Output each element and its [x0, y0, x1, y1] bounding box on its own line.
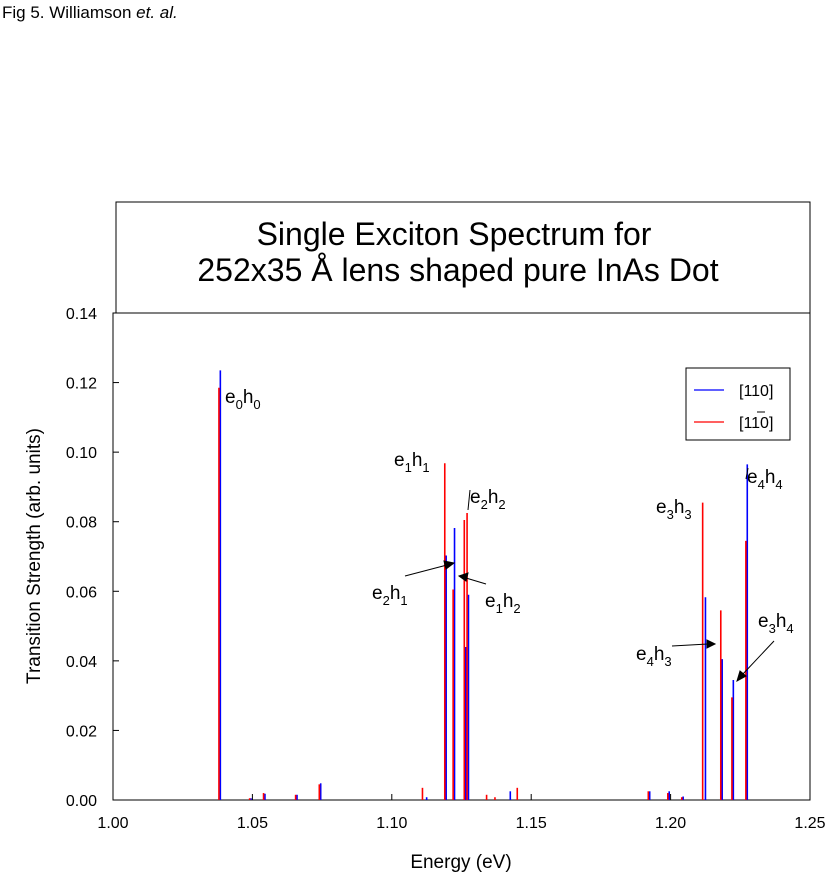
- annotation-e3h3: e3h3: [656, 497, 692, 522]
- legend-label-110: [110]: [739, 383, 773, 400]
- arrow-e2h1-head: [443, 560, 456, 570]
- annotation-e0h0: e0h0: [225, 387, 261, 412]
- bars-layer: [218, 370, 749, 800]
- arrow-e1h2-head: [457, 572, 469, 582]
- annotation-e2h2: e2h2: [470, 487, 506, 512]
- y-axis-title: Transition Strength (arb. units): [24, 428, 45, 684]
- y-tick-label: 0.10: [66, 445, 97, 462]
- annotation-e3h4: e3h4: [758, 611, 794, 636]
- arrow-e3h4-head: [736, 670, 747, 683]
- caption-prefix: Fig 5. Williamson: [2, 3, 137, 22]
- y-tick-label: 0.14: [66, 306, 97, 323]
- x-axis-title: Energy (eV): [410, 852, 511, 873]
- chart-title-line-1: Single Exciton Spectrum for: [257, 216, 652, 252]
- x-tick-label: 1.15: [516, 815, 547, 832]
- arrow-e4h3: [671, 643, 709, 647]
- arrow-e4h3-head: [706, 639, 717, 649]
- x-tick-label: 1.00: [97, 815, 128, 832]
- leader-e4h4: [745, 467, 749, 480]
- annotation-e1h1: e1h1: [394, 450, 430, 475]
- leader-e2h2: [467, 489, 471, 511]
- arrow-e2h1: [404, 564, 448, 577]
- legend: [110] [110]: [685, 367, 791, 441]
- y-tick-label: 0.08: [66, 515, 97, 532]
- annotations: e0h0 e1h1 e2h2 e2h1 e1h2 e3h3 e4h4 e4h3 …: [225, 387, 794, 683]
- y-tick-label: 0.00: [66, 793, 97, 810]
- arrow-e3h4: [741, 640, 775, 676]
- y-tick-label: 0.12: [66, 376, 97, 393]
- annotation-arrows: [404, 467, 775, 683]
- chart-title-line-2: 252x35 Å lens shaped pure InAs Dot: [197, 252, 718, 288]
- legend-box: [685, 367, 791, 441]
- x-tick-label: 1.05: [237, 815, 268, 832]
- annotation-e4h4: e4h4: [747, 467, 783, 492]
- ticks-layer: 1.00 1.05 1.10 1.15 1.20 1.25 0.00 0.02 0.04 0.06…: [66, 306, 826, 832]
- x-tick-label: 1.10: [376, 815, 407, 832]
- x-tick-label: 1.25: [794, 815, 825, 832]
- y-tick-label: 0.02: [66, 723, 97, 740]
- arrow-e1h2: [465, 577, 487, 585]
- annotation-e2h1: e2h1: [372, 583, 408, 608]
- figure-caption: Fig 5. Williamson et. al.: [2, 3, 178, 23]
- x-tick-label: 1.20: [655, 815, 686, 832]
- plot-area: [112, 312, 811, 801]
- y-tick-label: 0.04: [66, 654, 97, 671]
- annotation-e4h3: e4h3: [636, 644, 672, 669]
- y-tick-label: 0.06: [66, 584, 97, 601]
- caption-italic: et. al.: [136, 3, 178, 22]
- legend-label-1-bar-10: [110]: [739, 415, 773, 432]
- annotation-e1h2: e1h2: [485, 591, 521, 616]
